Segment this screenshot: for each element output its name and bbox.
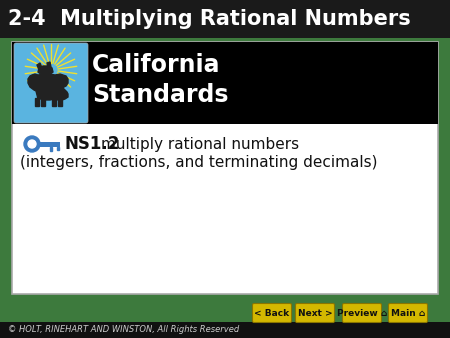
Polygon shape bbox=[58, 98, 62, 106]
Polygon shape bbox=[28, 74, 68, 100]
Text: (integers, fractions, and terminating decimals): (integers, fractions, and terminating de… bbox=[20, 155, 378, 170]
Polygon shape bbox=[57, 146, 59, 150]
Bar bbox=[12, 42, 438, 294]
Text: 2-4  Multiplying Rational Numbers: 2-4 Multiplying Rational Numbers bbox=[8, 9, 411, 29]
Text: multiply rational numbers: multiply rational numbers bbox=[101, 137, 299, 151]
Bar bbox=[0, 0, 450, 38]
FancyBboxPatch shape bbox=[388, 304, 428, 322]
FancyBboxPatch shape bbox=[14, 43, 88, 123]
Polygon shape bbox=[41, 98, 45, 106]
Polygon shape bbox=[52, 98, 56, 106]
Polygon shape bbox=[35, 98, 39, 106]
Polygon shape bbox=[37, 63, 42, 70]
Text: Preview ⌂: Preview ⌂ bbox=[337, 309, 387, 317]
Polygon shape bbox=[47, 62, 51, 68]
Polygon shape bbox=[38, 66, 53, 75]
Bar bbox=[12, 42, 438, 124]
FancyBboxPatch shape bbox=[296, 304, 334, 322]
Circle shape bbox=[28, 140, 36, 148]
Text: < Back: < Back bbox=[254, 309, 289, 317]
Polygon shape bbox=[50, 146, 52, 151]
Text: California: California bbox=[92, 53, 220, 77]
Bar bbox=[38, 142, 60, 146]
Text: NS1.2: NS1.2 bbox=[64, 135, 119, 153]
FancyBboxPatch shape bbox=[252, 304, 292, 322]
Text: Next >: Next > bbox=[298, 309, 332, 317]
FancyBboxPatch shape bbox=[342, 304, 382, 322]
Text: Main ⌂: Main ⌂ bbox=[391, 309, 425, 317]
Bar bbox=[0, 322, 450, 338]
Text: Standards: Standards bbox=[92, 83, 229, 107]
Circle shape bbox=[24, 136, 40, 152]
Text: © HOLT, RINEHART AND WINSTON, All Rights Reserved: © HOLT, RINEHART AND WINSTON, All Rights… bbox=[8, 325, 239, 335]
